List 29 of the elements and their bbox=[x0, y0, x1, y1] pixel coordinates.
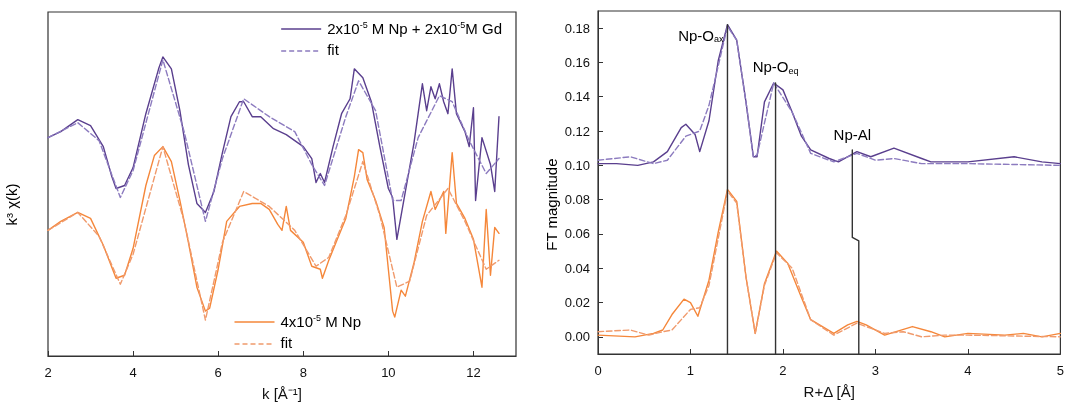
y-tick-label: 0.18 bbox=[564, 20, 590, 36]
x-axis-title: k [Å⁻¹] bbox=[261, 385, 303, 402]
x-tick-label: 3 bbox=[871, 363, 880, 378]
x-axis-title: R+Δ [Å] bbox=[803, 383, 855, 400]
y-axis-title: k³ χ(k) bbox=[3, 183, 20, 226]
y-tick-label: 0.06 bbox=[564, 226, 590, 242]
y-tick-label: 0.00 bbox=[564, 329, 590, 345]
y-axis-title: FT magnitude bbox=[543, 158, 560, 251]
y-tick-label: 0.08 bbox=[564, 192, 590, 208]
annotation: Np-Al bbox=[833, 125, 872, 143]
x-tick-label: 10 bbox=[381, 365, 396, 380]
x-tick-label: 8 bbox=[299, 365, 307, 380]
y-tick-label: 0.04 bbox=[564, 260, 590, 276]
x-tick-label: 4 bbox=[964, 363, 972, 378]
legend-label: fit bbox=[327, 41, 340, 58]
y-tick-label: 0.02 bbox=[564, 295, 590, 311]
y-tick-label: 0.16 bbox=[564, 54, 590, 70]
x-tick-label: 2 bbox=[44, 365, 52, 380]
y-tick-label: 0.10 bbox=[564, 157, 590, 173]
y-tick-label: 0.12 bbox=[564, 123, 590, 139]
x-tick-label: 0 bbox=[594, 363, 602, 378]
x-tick-label: 4 bbox=[129, 365, 137, 380]
y-tick-label: 0.14 bbox=[564, 89, 590, 105]
x-tick-label: 5 bbox=[1056, 363, 1064, 378]
x-tick-label: 6 bbox=[214, 365, 222, 380]
x-tick-label: 2 bbox=[779, 363, 787, 378]
legend-label: fit bbox=[280, 334, 293, 351]
x-tick-label: 12 bbox=[466, 365, 481, 380]
x-tick-label: 1 bbox=[686, 363, 695, 378]
